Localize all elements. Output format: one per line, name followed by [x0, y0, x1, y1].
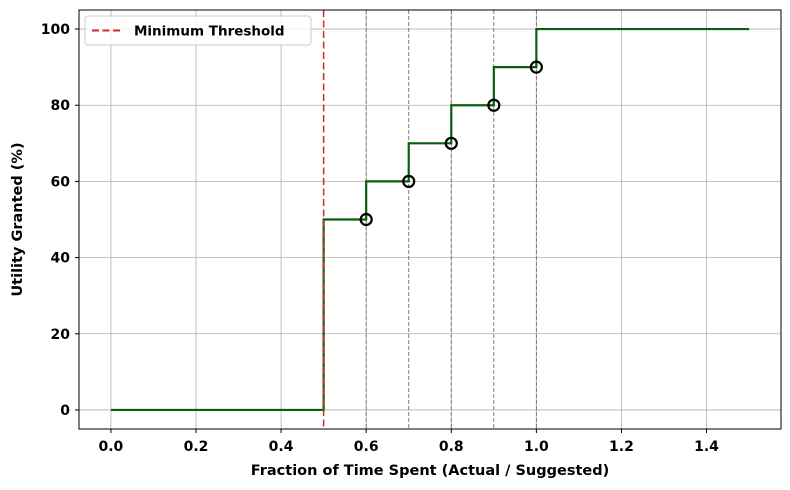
step-marker-0	[359, 212, 373, 227]
x-tick-label-4: 0.8	[439, 439, 464, 455]
tick-layer: 0.0 0.2 0.4 0.6 0.8 1.0 1.2 1.4 0 20 40 60 80 100	[41, 22, 719, 455]
x-tick-label-5: 1.0	[524, 439, 549, 455]
legend: Minimum Threshold	[84, 15, 312, 46]
plot-frame	[78, 9, 782, 430]
x-tick-label-6: 1.2	[609, 439, 634, 455]
y-tick-label-3: 60	[51, 174, 71, 190]
y-tick-label-2: 40	[51, 251, 71, 267]
x-tick-label-3: 0.6	[354, 439, 379, 455]
step-utility-line	[110, 27, 750, 412]
y-tick-label-0: 0	[60, 403, 70, 419]
y-tick-label-4: 80	[51, 98, 71, 114]
marker-layer	[359, 60, 543, 227]
grid-layer	[79, 10, 781, 429]
x-tick-label-1: 0.2	[184, 439, 209, 455]
step-marker-3	[487, 98, 501, 112]
step-marker-2	[444, 136, 458, 150]
y-axis-label: Utility Granted (%)	[10, 142, 26, 296]
series-layer	[110, 10, 750, 429]
y-tick-label-1: 20	[51, 327, 71, 343]
step-marker-1	[402, 174, 416, 189]
x-tick-label-7: 1.4	[694, 439, 719, 455]
legend-box	[84, 15, 312, 46]
step-marker-4	[529, 60, 543, 74]
x-tick-label-0: 0.0	[99, 439, 124, 455]
y-tick-label-5: 100	[41, 22, 70, 38]
x-tick-label-2: 0.4	[269, 439, 294, 455]
x-axis-label: Fraction of Time Spent (Actual / Suggest…	[251, 463, 609, 479]
legend-label-threshold: Minimum Threshold	[134, 24, 285, 40]
